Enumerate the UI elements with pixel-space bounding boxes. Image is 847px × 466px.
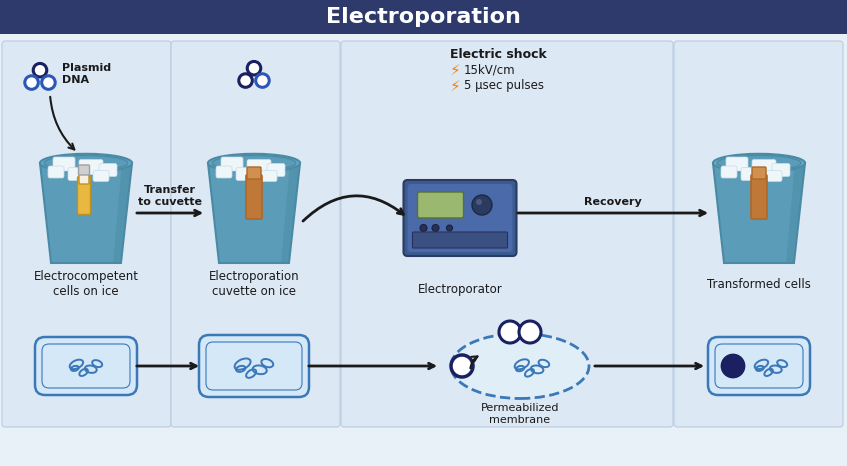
FancyBboxPatch shape	[77, 177, 91, 214]
FancyBboxPatch shape	[407, 184, 512, 252]
FancyBboxPatch shape	[766, 171, 782, 181]
Text: Plasmid
DNA: Plasmid DNA	[62, 63, 111, 85]
Text: Electroporation: Electroporation	[326, 7, 521, 27]
FancyBboxPatch shape	[171, 41, 340, 427]
FancyBboxPatch shape	[99, 164, 117, 177]
FancyBboxPatch shape	[2, 41, 171, 427]
FancyBboxPatch shape	[216, 166, 232, 178]
Circle shape	[420, 225, 427, 232]
Polygon shape	[786, 163, 805, 263]
Circle shape	[239, 74, 252, 87]
FancyBboxPatch shape	[199, 335, 309, 397]
Circle shape	[25, 76, 38, 89]
Circle shape	[247, 62, 261, 75]
Ellipse shape	[44, 156, 128, 171]
FancyBboxPatch shape	[708, 337, 810, 395]
Text: Electroporator: Electroporator	[418, 282, 502, 295]
FancyBboxPatch shape	[403, 180, 517, 256]
FancyBboxPatch shape	[79, 170, 89, 184]
FancyBboxPatch shape	[247, 167, 261, 179]
Circle shape	[722, 355, 744, 377]
Circle shape	[519, 321, 541, 343]
Text: Transfer
to cuvette: Transfer to cuvette	[138, 185, 202, 207]
Circle shape	[42, 76, 55, 89]
FancyBboxPatch shape	[772, 164, 790, 177]
FancyBboxPatch shape	[236, 167, 256, 180]
Circle shape	[495, 236, 502, 244]
FancyBboxPatch shape	[53, 157, 75, 171]
FancyBboxPatch shape	[741, 167, 761, 180]
Circle shape	[256, 74, 269, 87]
Text: Electrocompetent
cells on ice: Electrocompetent cells on ice	[34, 270, 139, 298]
Ellipse shape	[451, 334, 589, 398]
FancyBboxPatch shape	[674, 41, 843, 427]
Circle shape	[446, 225, 452, 231]
Text: 15kV/cm: 15kV/cm	[464, 63, 516, 76]
Text: Permeabilized
membrane: Permeabilized membrane	[481, 403, 559, 425]
FancyBboxPatch shape	[79, 159, 103, 174]
Ellipse shape	[208, 154, 300, 172]
Text: Electric shock: Electric shock	[450, 48, 547, 61]
Text: ⚡: ⚡	[450, 78, 461, 94]
FancyBboxPatch shape	[35, 337, 137, 395]
FancyBboxPatch shape	[412, 232, 507, 248]
Text: Transformed cells: Transformed cells	[707, 277, 811, 290]
Polygon shape	[281, 163, 300, 263]
FancyBboxPatch shape	[48, 166, 64, 178]
FancyBboxPatch shape	[752, 159, 776, 174]
Polygon shape	[713, 163, 805, 263]
Text: Electroporation
cuvette on ice: Electroporation cuvette on ice	[208, 270, 299, 298]
FancyBboxPatch shape	[0, 0, 847, 34]
Circle shape	[33, 63, 47, 77]
Circle shape	[432, 225, 439, 232]
FancyBboxPatch shape	[751, 175, 767, 219]
Text: ⚡: ⚡	[450, 62, 461, 77]
FancyBboxPatch shape	[726, 157, 748, 171]
Circle shape	[451, 355, 473, 377]
FancyBboxPatch shape	[341, 41, 673, 427]
FancyBboxPatch shape	[752, 167, 766, 179]
FancyBboxPatch shape	[246, 175, 262, 219]
FancyBboxPatch shape	[221, 157, 243, 171]
FancyBboxPatch shape	[68, 167, 88, 180]
Ellipse shape	[40, 154, 132, 172]
Polygon shape	[208, 163, 300, 263]
FancyBboxPatch shape	[267, 164, 285, 177]
FancyBboxPatch shape	[261, 171, 277, 181]
FancyBboxPatch shape	[418, 192, 463, 218]
FancyBboxPatch shape	[79, 165, 90, 175]
FancyBboxPatch shape	[93, 171, 109, 181]
Text: 5 μsec pulses: 5 μsec pulses	[464, 80, 544, 92]
Polygon shape	[113, 163, 132, 263]
FancyBboxPatch shape	[247, 159, 271, 174]
Circle shape	[476, 199, 482, 205]
Ellipse shape	[713, 154, 805, 172]
Circle shape	[472, 195, 492, 215]
Polygon shape	[40, 163, 132, 263]
FancyBboxPatch shape	[721, 166, 737, 178]
Ellipse shape	[212, 156, 296, 171]
Ellipse shape	[717, 156, 801, 171]
Text: Recovery: Recovery	[584, 197, 642, 207]
Circle shape	[499, 321, 521, 343]
